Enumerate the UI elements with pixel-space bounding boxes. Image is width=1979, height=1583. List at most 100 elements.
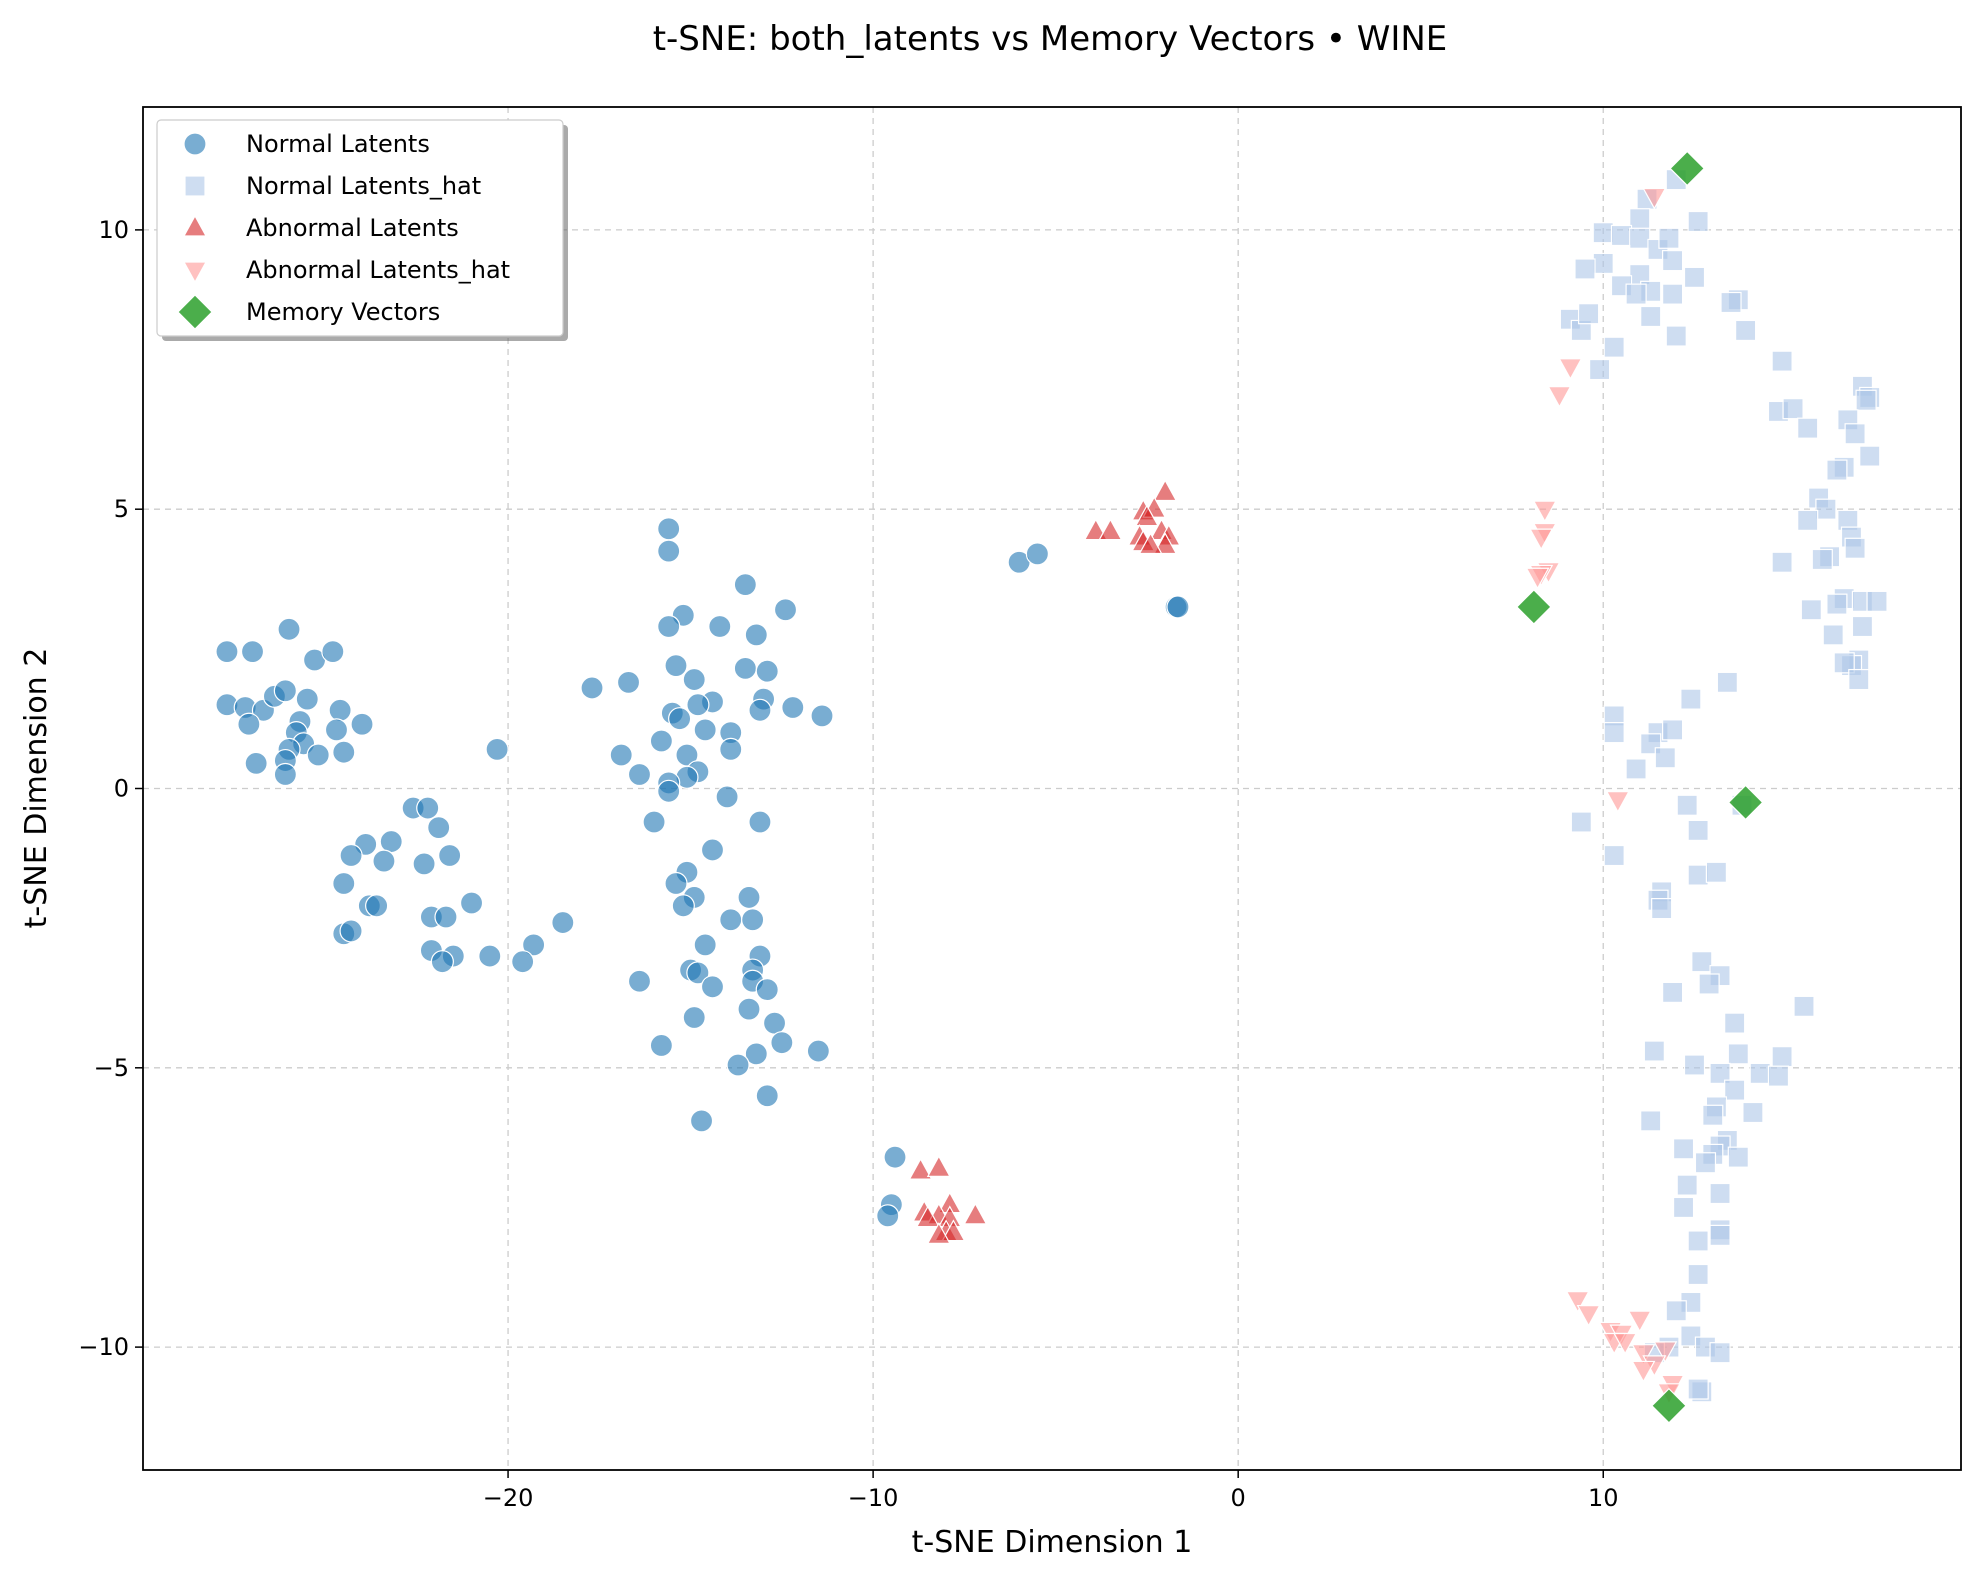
data-point xyxy=(1687,1263,1709,1286)
ticks-layer: −20 −10 0 10 10 5 0 −5 −10 xyxy=(78,216,1618,1512)
data-point xyxy=(1642,187,1667,210)
y-tick-label: 5 xyxy=(114,495,129,523)
data-point xyxy=(627,762,652,787)
marks-layer xyxy=(215,150,1888,1424)
data-point xyxy=(657,779,681,803)
data-point xyxy=(682,667,706,692)
data-point xyxy=(1083,518,1108,541)
data-point xyxy=(1855,389,1877,411)
data-point xyxy=(755,977,779,1002)
data-point xyxy=(379,829,403,854)
data-point xyxy=(1603,336,1625,358)
x-tick-label: −20 xyxy=(483,1484,534,1512)
data-point xyxy=(427,816,451,840)
data-point xyxy=(693,933,717,957)
data-point xyxy=(1687,210,1709,233)
data-point xyxy=(773,598,798,622)
data-point xyxy=(883,1145,907,1169)
data-point xyxy=(1592,252,1614,275)
legend-label: Normal Latents_hat xyxy=(246,172,481,200)
data-point xyxy=(1516,589,1552,625)
x-axis-label: t-SNE Dimension 1 xyxy=(912,1525,1193,1560)
legend-marker xyxy=(177,294,213,330)
data-point xyxy=(963,1202,988,1225)
data-point xyxy=(1625,283,1647,305)
data-point xyxy=(1134,504,1159,527)
x-tick-label: 10 xyxy=(1588,1484,1619,1512)
data-point xyxy=(755,659,779,683)
data-point xyxy=(1771,1046,1793,1068)
data-point xyxy=(664,654,688,678)
y-tick-label: 0 xyxy=(114,775,129,803)
data-point xyxy=(1687,1230,1709,1252)
data-point xyxy=(1672,1196,1695,1219)
data-point xyxy=(1578,303,1600,325)
data-point xyxy=(1640,1110,1662,1132)
data-point xyxy=(671,894,695,918)
data-point xyxy=(273,762,297,787)
data-point xyxy=(1631,1344,1656,1366)
data-point xyxy=(657,517,681,541)
data-point xyxy=(689,1109,714,1133)
legend-marker xyxy=(182,214,208,237)
series-normal-latents xyxy=(215,517,1190,1228)
data-point xyxy=(350,712,374,736)
data-point xyxy=(915,1205,940,1228)
data-point xyxy=(244,751,268,775)
data-point xyxy=(215,640,239,664)
data-point xyxy=(682,1005,706,1030)
data-point xyxy=(762,1011,787,1035)
data-point xyxy=(459,891,484,915)
data-point xyxy=(1676,794,1698,816)
data-point xyxy=(1610,224,1633,247)
data-point xyxy=(733,573,757,597)
data-point xyxy=(485,737,509,761)
data-point xyxy=(668,707,692,731)
data-point xyxy=(1651,1387,1687,1424)
data-point xyxy=(609,743,633,767)
data-point xyxy=(1815,498,1837,520)
data-point xyxy=(1565,1291,1590,1313)
data-point xyxy=(1603,844,1625,867)
data-point xyxy=(1603,722,1625,744)
data-point xyxy=(1631,1360,1656,1383)
data-point xyxy=(1662,250,1684,272)
data-point xyxy=(339,919,363,943)
data-point xyxy=(1705,861,1728,883)
legend-label: Memory Vectors xyxy=(246,298,440,326)
data-point xyxy=(1025,542,1049,566)
data-point xyxy=(748,698,772,722)
series-abnormal-latents xyxy=(908,479,1181,1244)
data-point xyxy=(1153,479,1178,502)
data-point xyxy=(1627,1310,1652,1333)
data-point xyxy=(719,737,743,761)
data-point xyxy=(649,729,673,753)
data-point xyxy=(522,933,546,957)
data-point xyxy=(1709,1342,1731,1364)
data-point xyxy=(1848,668,1870,691)
data-point xyxy=(1694,1152,1717,1174)
data-point xyxy=(1702,1104,1724,1126)
data-point xyxy=(1800,599,1822,621)
data-point xyxy=(1613,1332,1638,1355)
data-point xyxy=(664,871,688,896)
data-point xyxy=(686,693,710,717)
data-point xyxy=(365,894,389,918)
data-point xyxy=(1797,417,1819,439)
data-point xyxy=(1826,459,1848,481)
data-point xyxy=(332,871,356,896)
y-tick-label: 10 xyxy=(98,216,129,244)
data-point xyxy=(1547,386,1572,408)
data-point xyxy=(657,614,681,639)
data-point xyxy=(438,843,462,868)
legend-label: Normal Latents xyxy=(246,130,430,158)
data-point xyxy=(1662,283,1684,305)
data-point xyxy=(1709,1224,1731,1246)
data-point xyxy=(1771,551,1793,573)
data-point xyxy=(733,656,757,680)
data-point xyxy=(1576,1304,1601,1327)
data-point xyxy=(700,975,725,999)
data-point xyxy=(1558,358,1583,380)
data-point xyxy=(1724,1079,1746,1101)
